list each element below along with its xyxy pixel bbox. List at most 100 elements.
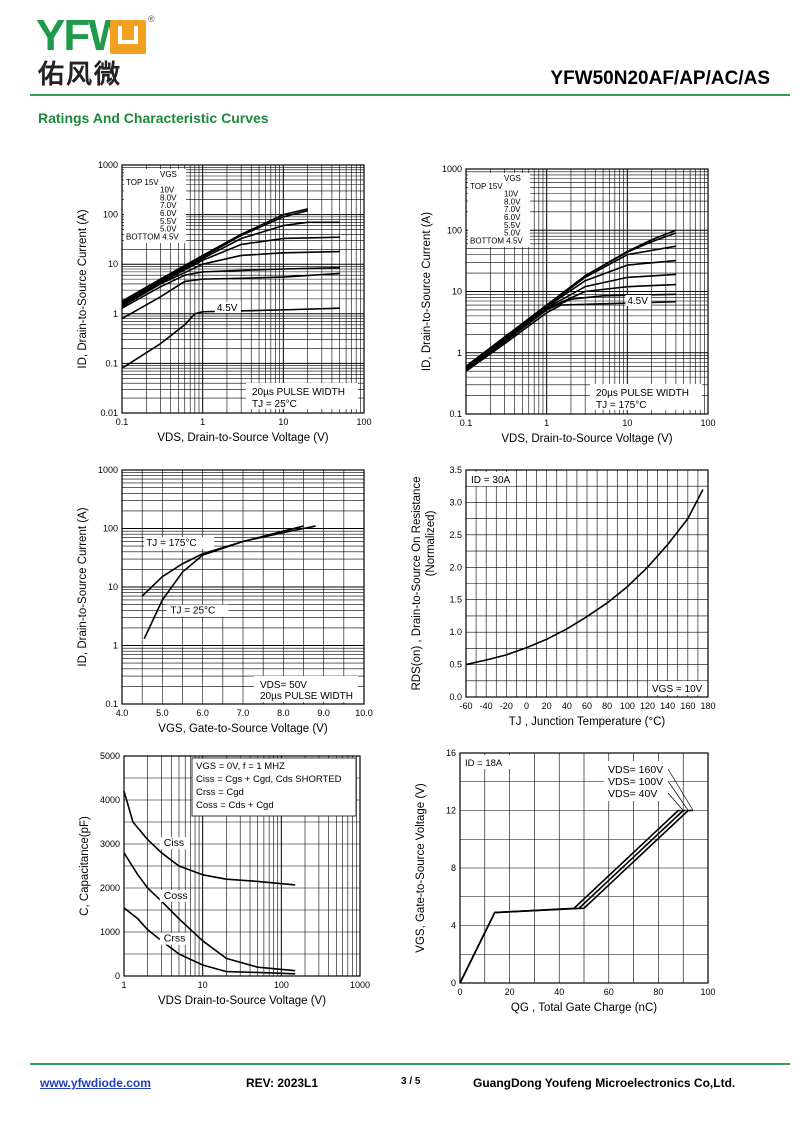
series-line-coss	[123, 852, 296, 972]
y-axis-label: C, Capacitance(pF)	[79, 816, 91, 916]
note-text: 20µs PULSE WIDTH	[252, 387, 345, 398]
x-tick-label: 80	[653, 987, 663, 997]
curve-label-bg	[625, 294, 652, 306]
series-line-4-5v	[121, 307, 340, 369]
y-tick-label: 1	[113, 641, 118, 651]
chart-svg-c5: 1 10 100 1000 0 1000 2000 3000 4000 5000 VDS Drain…	[79, 751, 370, 1007]
x-tick-label: 1	[200, 417, 205, 427]
legend-entry: VGS = 0V, f = 1 MHZ	[196, 761, 285, 772]
legend-box	[604, 761, 670, 801]
y-tick-label: 1.5	[449, 595, 462, 605]
y-tick-label: 1000	[98, 465, 118, 475]
website-link[interactable]: www.yfwdiode.com	[40, 1076, 151, 1090]
legend-entry: 7.0V	[160, 201, 177, 210]
legend-leader	[667, 780, 689, 811]
curve-label-bg	[166, 604, 229, 617]
y-tick-label: 4	[451, 921, 456, 931]
series-label-crss: Crss	[164, 933, 186, 945]
company-logo: YFW ® 佑风微	[36, 14, 166, 94]
y-axis-label: ID, Drain-to-Source Current (A)	[77, 209, 89, 368]
note-box	[468, 472, 516, 486]
x-tick-label: 40	[562, 701, 572, 711]
y-tick-label: 2.0	[449, 562, 462, 572]
x-tick-label: -20	[500, 701, 513, 711]
x-tick-label: 7.0	[237, 708, 250, 718]
plot-area: 0 20 40 60 80 100 0 4 8 12 16 QG , Total Gate Charg…	[415, 748, 716, 1014]
note-box	[462, 755, 512, 769]
header-divider	[30, 94, 790, 96]
series-line-7-0v	[121, 236, 340, 306]
x-tick-label: 60	[604, 987, 614, 997]
x-tick-label: 10	[198, 980, 208, 990]
x-tick-label: 1	[121, 980, 126, 990]
x-tick-label: 120	[640, 701, 655, 711]
plot-area: -60 -40 -20 0 20 40 60 80 100 120 140 160 180 0.0 0.5 1…	[411, 465, 716, 728]
logo-chinese-text: 佑风微	[38, 60, 123, 90]
y-tick-label: 100	[103, 210, 118, 220]
x-axis-label: TJ , Junction Temperature (°C)	[509, 716, 666, 728]
series-label-bg	[159, 890, 190, 902]
plot-area: 0.1 1 10 100 0.1 1 10 100 1000 VDS, Drain-to-Sour…	[421, 164, 716, 445]
note-text: TJ = 175°C	[596, 400, 646, 411]
x-tick-label: 9.0	[317, 708, 330, 718]
series-line-10v	[465, 232, 677, 367]
y-tick-label: 0	[451, 978, 456, 988]
page-number: 3 / 5	[401, 1076, 421, 1087]
y-tick-label: 1000	[442, 164, 462, 174]
y-axis-label: ID, Drain-to-Source Current (A)	[421, 212, 433, 371]
y-tick-label: 0.1	[449, 409, 462, 419]
note-text: 20µs PULSE WIDTH	[260, 691, 353, 702]
x-axis-label: VDS, Drain-to-Source Voltage (V)	[157, 432, 328, 444]
legend-entry: 10V	[160, 186, 175, 195]
legend-entry: TOP 15V	[126, 178, 159, 187]
legend-entry: 5.0V	[504, 229, 521, 238]
y-axis-label-secondary: (Normalized)	[425, 510, 437, 576]
x-tick-label: -40	[480, 701, 493, 711]
chart-transfer-characteristics: 4.0 5.0 6.0 7.0 8.0 9.0 10.0 0.1 1 10 100 1000 VGS, …	[72, 460, 384, 744]
series-line-ciss	[123, 790, 296, 886]
y-tick-label: 16	[446, 748, 456, 758]
y-tick-label: 100	[103, 524, 118, 534]
y-tick-label: 0.0	[449, 692, 462, 702]
logo-w-badge	[110, 20, 146, 54]
y-tick-label: 0.1	[105, 358, 118, 368]
legend-entry: Ciss = Cgs + Cgd, Cds SHORTED	[196, 774, 342, 785]
company-name: GuangDong Youfeng Microelectronics Co,Lt…	[473, 1076, 736, 1090]
y-tick-label: 10	[452, 287, 462, 297]
curve-label: 4.5V	[627, 296, 648, 307]
x-tick-label: 40	[554, 987, 564, 997]
legend-box	[191, 757, 357, 817]
legend-entry: 7.0V	[504, 205, 521, 214]
y-tick-label: 0.1	[105, 699, 118, 709]
plot-frame	[465, 469, 709, 698]
y-tick-label: 1000	[98, 160, 118, 170]
note-box	[648, 681, 706, 695]
grid	[121, 470, 365, 705]
series-line-6-0v	[121, 250, 340, 308]
x-tick-label: 0.1	[116, 417, 129, 427]
x-tick-label: -60	[459, 701, 472, 711]
legend-entry: VDS= 160V	[608, 764, 663, 776]
grid	[465, 469, 709, 698]
legend-entry: 8.0V	[160, 193, 177, 202]
note-box	[254, 676, 358, 702]
x-tick-label: 8.0	[277, 708, 290, 718]
x-tick-label: 80	[602, 701, 612, 711]
y-tick-label: 1	[457, 348, 462, 358]
y-tick-label: 0.01	[100, 408, 118, 418]
x-tick-label: 10.0	[355, 708, 373, 718]
legend-box	[124, 169, 186, 243]
legend-entry: 5.5V	[504, 221, 521, 230]
series-line-5-5v	[121, 266, 340, 309]
plot-frame	[121, 164, 365, 414]
series-line-rds-on	[465, 489, 704, 666]
y-tick-label: 10	[108, 259, 118, 269]
legend-entry: 8.0V	[504, 197, 521, 206]
x-tick-label: 10	[622, 418, 632, 428]
legend-entry: Coss = Cds + Cgd	[196, 800, 274, 811]
registered-mark: ®	[148, 14, 155, 24]
chart-output-characteristics-175c: 0.1 1 10 100 0.1 1 10 100 1000 VDS, Drain-to-Sour…	[418, 157, 728, 454]
chart-svg-c6: 0 20 40 60 80 100 0 4 8 12 16 QG , Total Gate Charg…	[415, 748, 716, 1014]
y-tick-label: 0	[115, 971, 120, 981]
